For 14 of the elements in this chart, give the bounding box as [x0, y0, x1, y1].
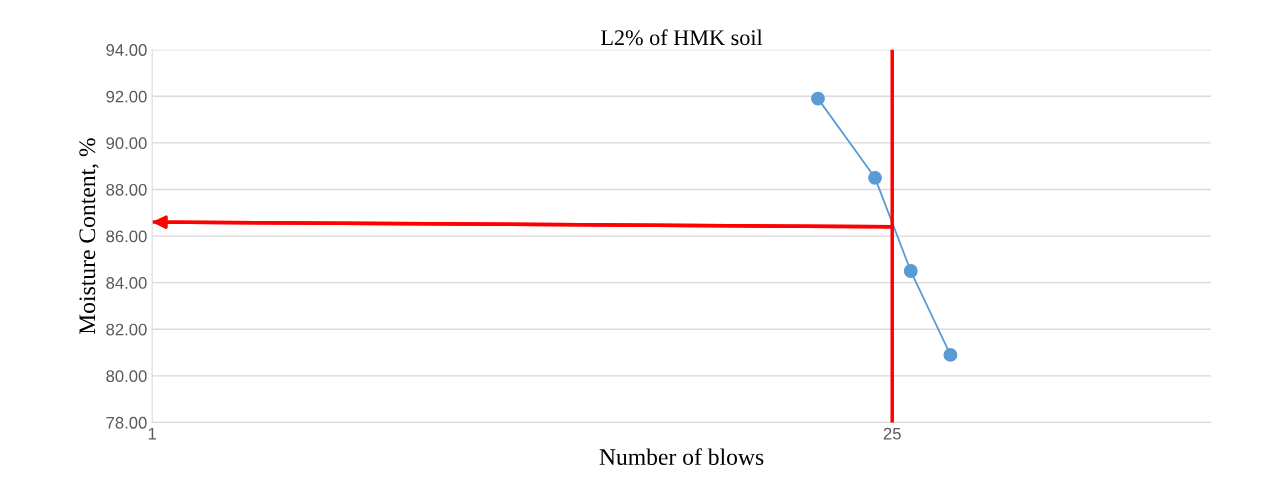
- x-tick-label: 25: [883, 427, 901, 440]
- y-tick-label: 84.00: [106, 277, 147, 289]
- y-tick-label: 88.00: [106, 183, 147, 196]
- y-tick-label: 94.00: [106, 44, 147, 56]
- y-tick-label: 86.00: [106, 230, 147, 243]
- y-tick-label: 82.00: [106, 323, 147, 336]
- y-axis-title: Moisture Content, %: [79, 138, 99, 335]
- y-tick-label: 80.00: [106, 370, 147, 383]
- x-tick-label: 1: [148, 427, 156, 440]
- x-axis-title: Number of blows: [599, 448, 764, 466]
- chart-title: L2% of HMK soil: [601, 29, 763, 46]
- y-tick-label: 90.00: [106, 137, 147, 150]
- y-tick-label: 92.00: [106, 90, 147, 103]
- y-tick-label: 78.00: [106, 416, 147, 429]
